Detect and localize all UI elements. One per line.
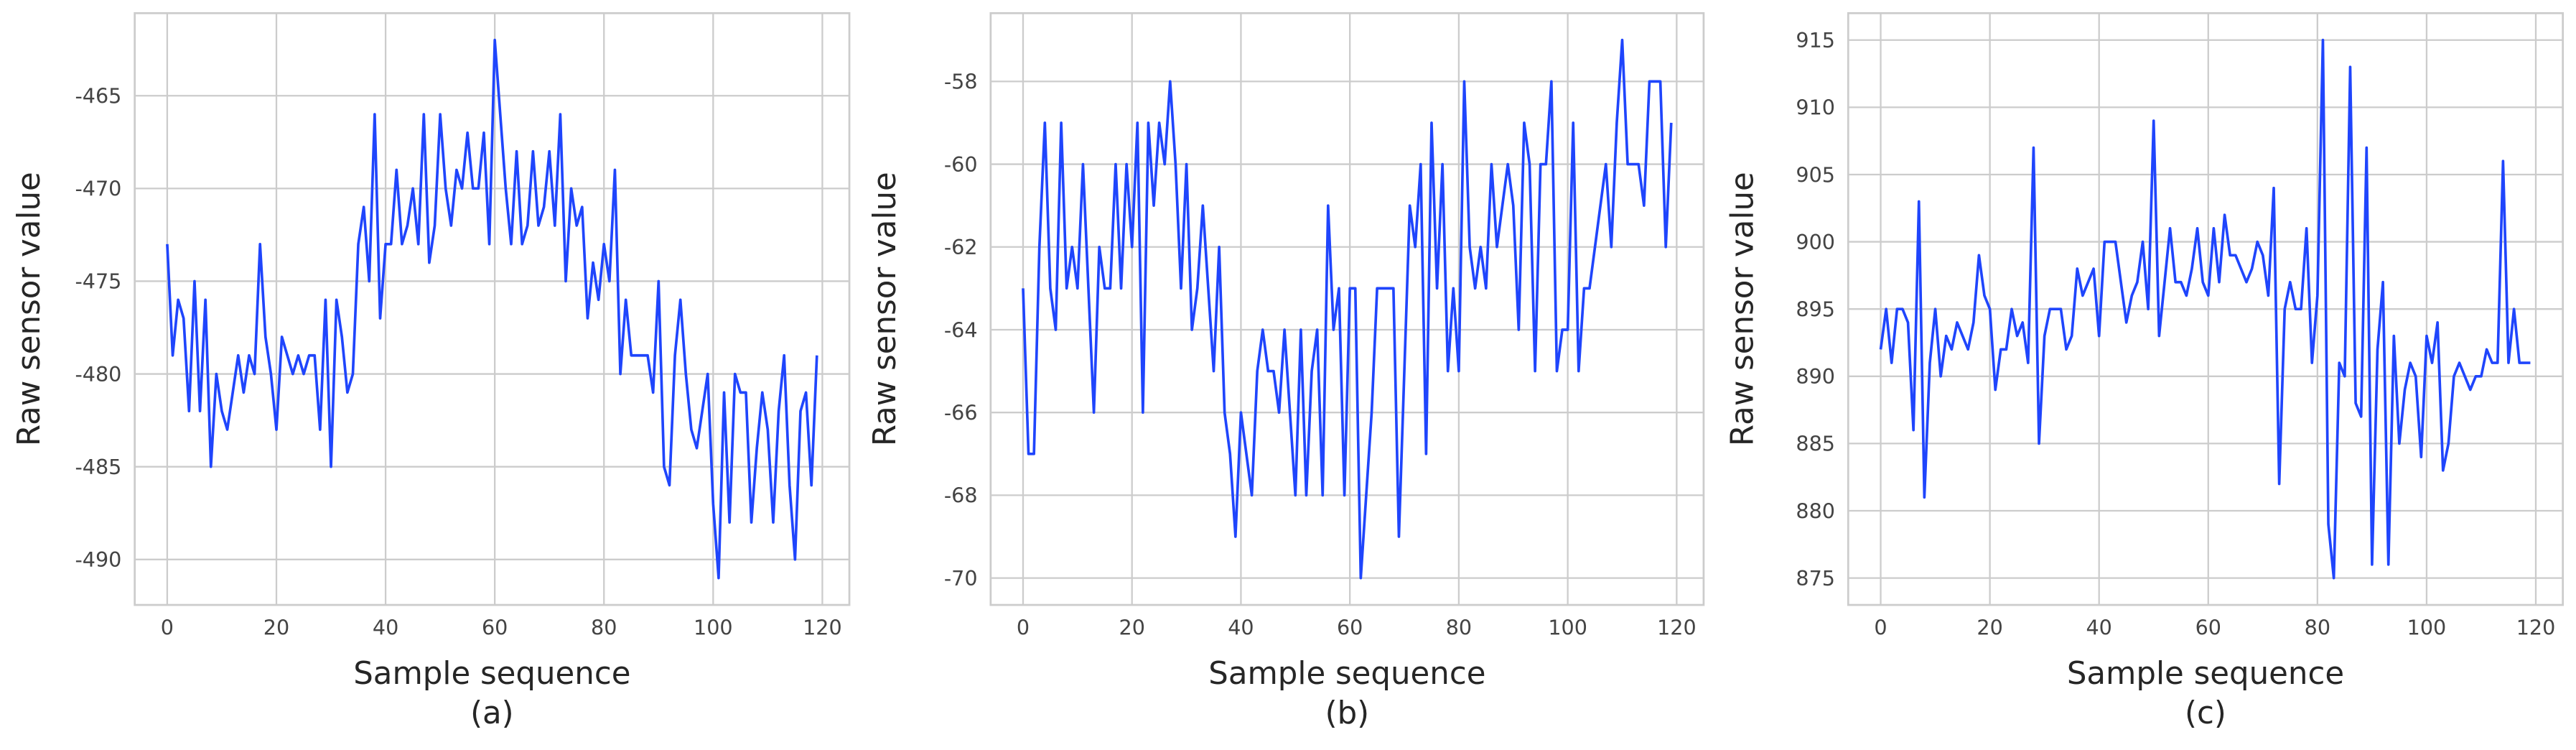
y-axis-label: Raw sensor value <box>11 172 47 446</box>
y-tick-label: 875 <box>1796 566 1835 591</box>
x-tick-label: 100 <box>694 615 733 639</box>
axes-frame <box>1847 11 2565 606</box>
x-tick-label: 20 <box>1119 615 1145 639</box>
x-axis-label: Sample sequence <box>1208 656 1485 692</box>
y-tick-label: -485 <box>75 455 121 479</box>
y-tick-label: 895 <box>1796 297 1835 321</box>
y-tick-label: -470 <box>75 177 121 201</box>
x-tick-label: 40 <box>1228 615 1254 639</box>
axes-frame <box>134 11 851 606</box>
data-line <box>1022 38 1673 580</box>
data-line <box>1879 38 2531 580</box>
y-axis-label: Raw sensor value <box>867 172 903 446</box>
x-tick-label: 120 <box>803 615 842 639</box>
x-tick-label: 80 <box>2305 615 2330 639</box>
y-tick-label: -490 <box>75 547 121 572</box>
x-tick-label: 40 <box>373 615 398 639</box>
x-tick-label: 40 <box>2086 615 2111 639</box>
y-axis-label: Raw sensor value <box>1725 172 1761 446</box>
x-axis-label: Sample sequence <box>2067 656 2344 692</box>
y-tick-label: 910 <box>1796 96 1835 120</box>
x-tick-label: 60 <box>482 615 508 639</box>
y-tick-label: 880 <box>1796 499 1835 523</box>
y-tick-label: -60 <box>944 152 978 177</box>
x-tick-label: 60 <box>2195 615 2221 639</box>
x-tick-label: 120 <box>1657 615 1697 639</box>
y-tick-label: -66 <box>944 400 978 425</box>
x-tick-label: 120 <box>2516 615 2556 639</box>
x-tick-label: 0 <box>1874 615 1887 639</box>
y-tick-label: -62 <box>944 235 978 259</box>
y-tick-label: 885 <box>1796 432 1835 456</box>
panel-caption: (c) <box>2185 695 2226 731</box>
x-tick-label: 80 <box>1446 615 1472 639</box>
x-tick-label: 20 <box>1977 615 2002 639</box>
y-tick-label: 890 <box>1796 364 1835 389</box>
panel-caption: (b) <box>1325 695 1370 731</box>
y-tick-label: 900 <box>1796 230 1835 254</box>
panel-caption: (a) <box>470 695 514 731</box>
y-tick-label: 915 <box>1796 28 1835 52</box>
y-tick-label: -70 <box>944 566 978 591</box>
x-tick-label: 100 <box>1548 615 1587 639</box>
x-tick-label: 80 <box>591 615 617 639</box>
x-tick-label: 0 <box>161 615 174 639</box>
axes-frame <box>989 11 1705 606</box>
y-tick-label: -68 <box>944 483 978 508</box>
y-tick-label: -475 <box>75 269 121 294</box>
y-tick-label: -480 <box>75 362 121 386</box>
data-line <box>166 38 818 580</box>
x-tick-label: 60 <box>1337 615 1363 639</box>
x-tick-label: 0 <box>1017 615 1030 639</box>
y-tick-label: -64 <box>944 318 978 342</box>
x-tick-label: 100 <box>2407 615 2447 639</box>
y-tick-label: 905 <box>1796 162 1835 187</box>
x-axis-label: Sample sequence <box>353 656 630 692</box>
y-tick-label: -58 <box>944 70 978 94</box>
x-tick-label: 20 <box>263 615 289 639</box>
y-tick-label: -465 <box>75 84 121 108</box>
